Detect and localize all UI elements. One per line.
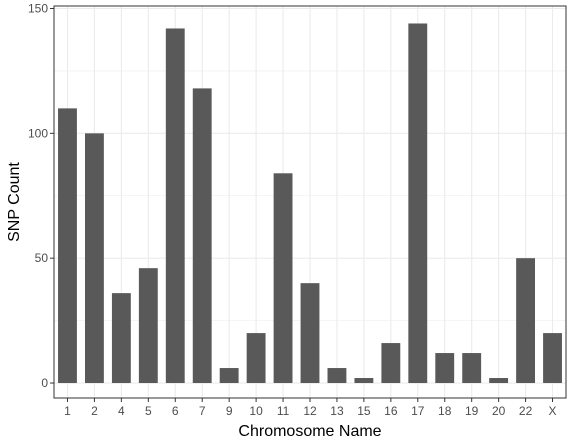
x-tick-label: 17	[411, 404, 425, 418]
y-tick-label: 150	[28, 1, 48, 15]
bars	[58, 23, 562, 384]
bar-chr-12	[300, 283, 320, 384]
bar-chr-20	[489, 378, 509, 384]
bar-chr-1	[58, 108, 77, 384]
x-tick-label: 4	[118, 404, 125, 418]
bar-chr-19	[462, 353, 482, 384]
x-tick-label: 1	[64, 404, 71, 418]
x-tick-label: 11	[277, 404, 290, 418]
x-tick-label: 2	[91, 404, 98, 418]
y-tick-label: 100	[28, 126, 48, 140]
bar-chr-18	[435, 353, 455, 384]
x-tick-label: 10	[249, 404, 263, 418]
bar-chr-6	[165, 28, 185, 384]
x-tick-label: 6	[172, 404, 179, 418]
bar-chr-2	[84, 133, 104, 384]
bar-chr-16	[381, 343, 401, 384]
x-tick-label: 12	[303, 404, 317, 418]
bar-chr-17	[408, 23, 428, 384]
y-tick-label: 50	[35, 251, 49, 265]
bar-chr-15	[354, 378, 374, 384]
x-tick-label: 15	[357, 404, 371, 418]
y-tick-label: 0	[41, 376, 48, 390]
y-axis-ticks: 0 50 100 150	[28, 1, 54, 390]
y-axis-title: SNP Count	[6, 162, 23, 242]
bar-chr-5	[138, 268, 158, 384]
x-axis-ticks: 1 2 4 5 6 7 9 10 11 12 13 15 16 17 18 19 20 22 X	[64, 398, 557, 418]
x-tick-label: 13	[330, 404, 344, 418]
x-tick-label: 16	[384, 404, 398, 418]
x-tick-label: 19	[465, 404, 479, 418]
x-tick-label: X	[549, 404, 557, 418]
bar-chr-10	[246, 333, 266, 384]
bar-chr-9	[219, 368, 239, 384]
bar-chr-11	[273, 173, 293, 384]
bar-chr-4	[111, 293, 131, 384]
x-tick-label: 7	[199, 404, 206, 418]
x-tick-label: 5	[145, 404, 152, 418]
bar-chr-22	[516, 258, 536, 384]
bar-chr-7	[192, 88, 212, 384]
x-axis-title: Chromosome Name	[238, 423, 381, 440]
bar-chr-13	[327, 368, 347, 384]
x-tick-label: 18	[438, 404, 452, 418]
x-tick-label: 9	[226, 404, 233, 418]
x-tick-label: 22	[519, 404, 533, 418]
x-tick-label: 20	[492, 404, 506, 418]
bar-chr-X	[543, 333, 562, 384]
